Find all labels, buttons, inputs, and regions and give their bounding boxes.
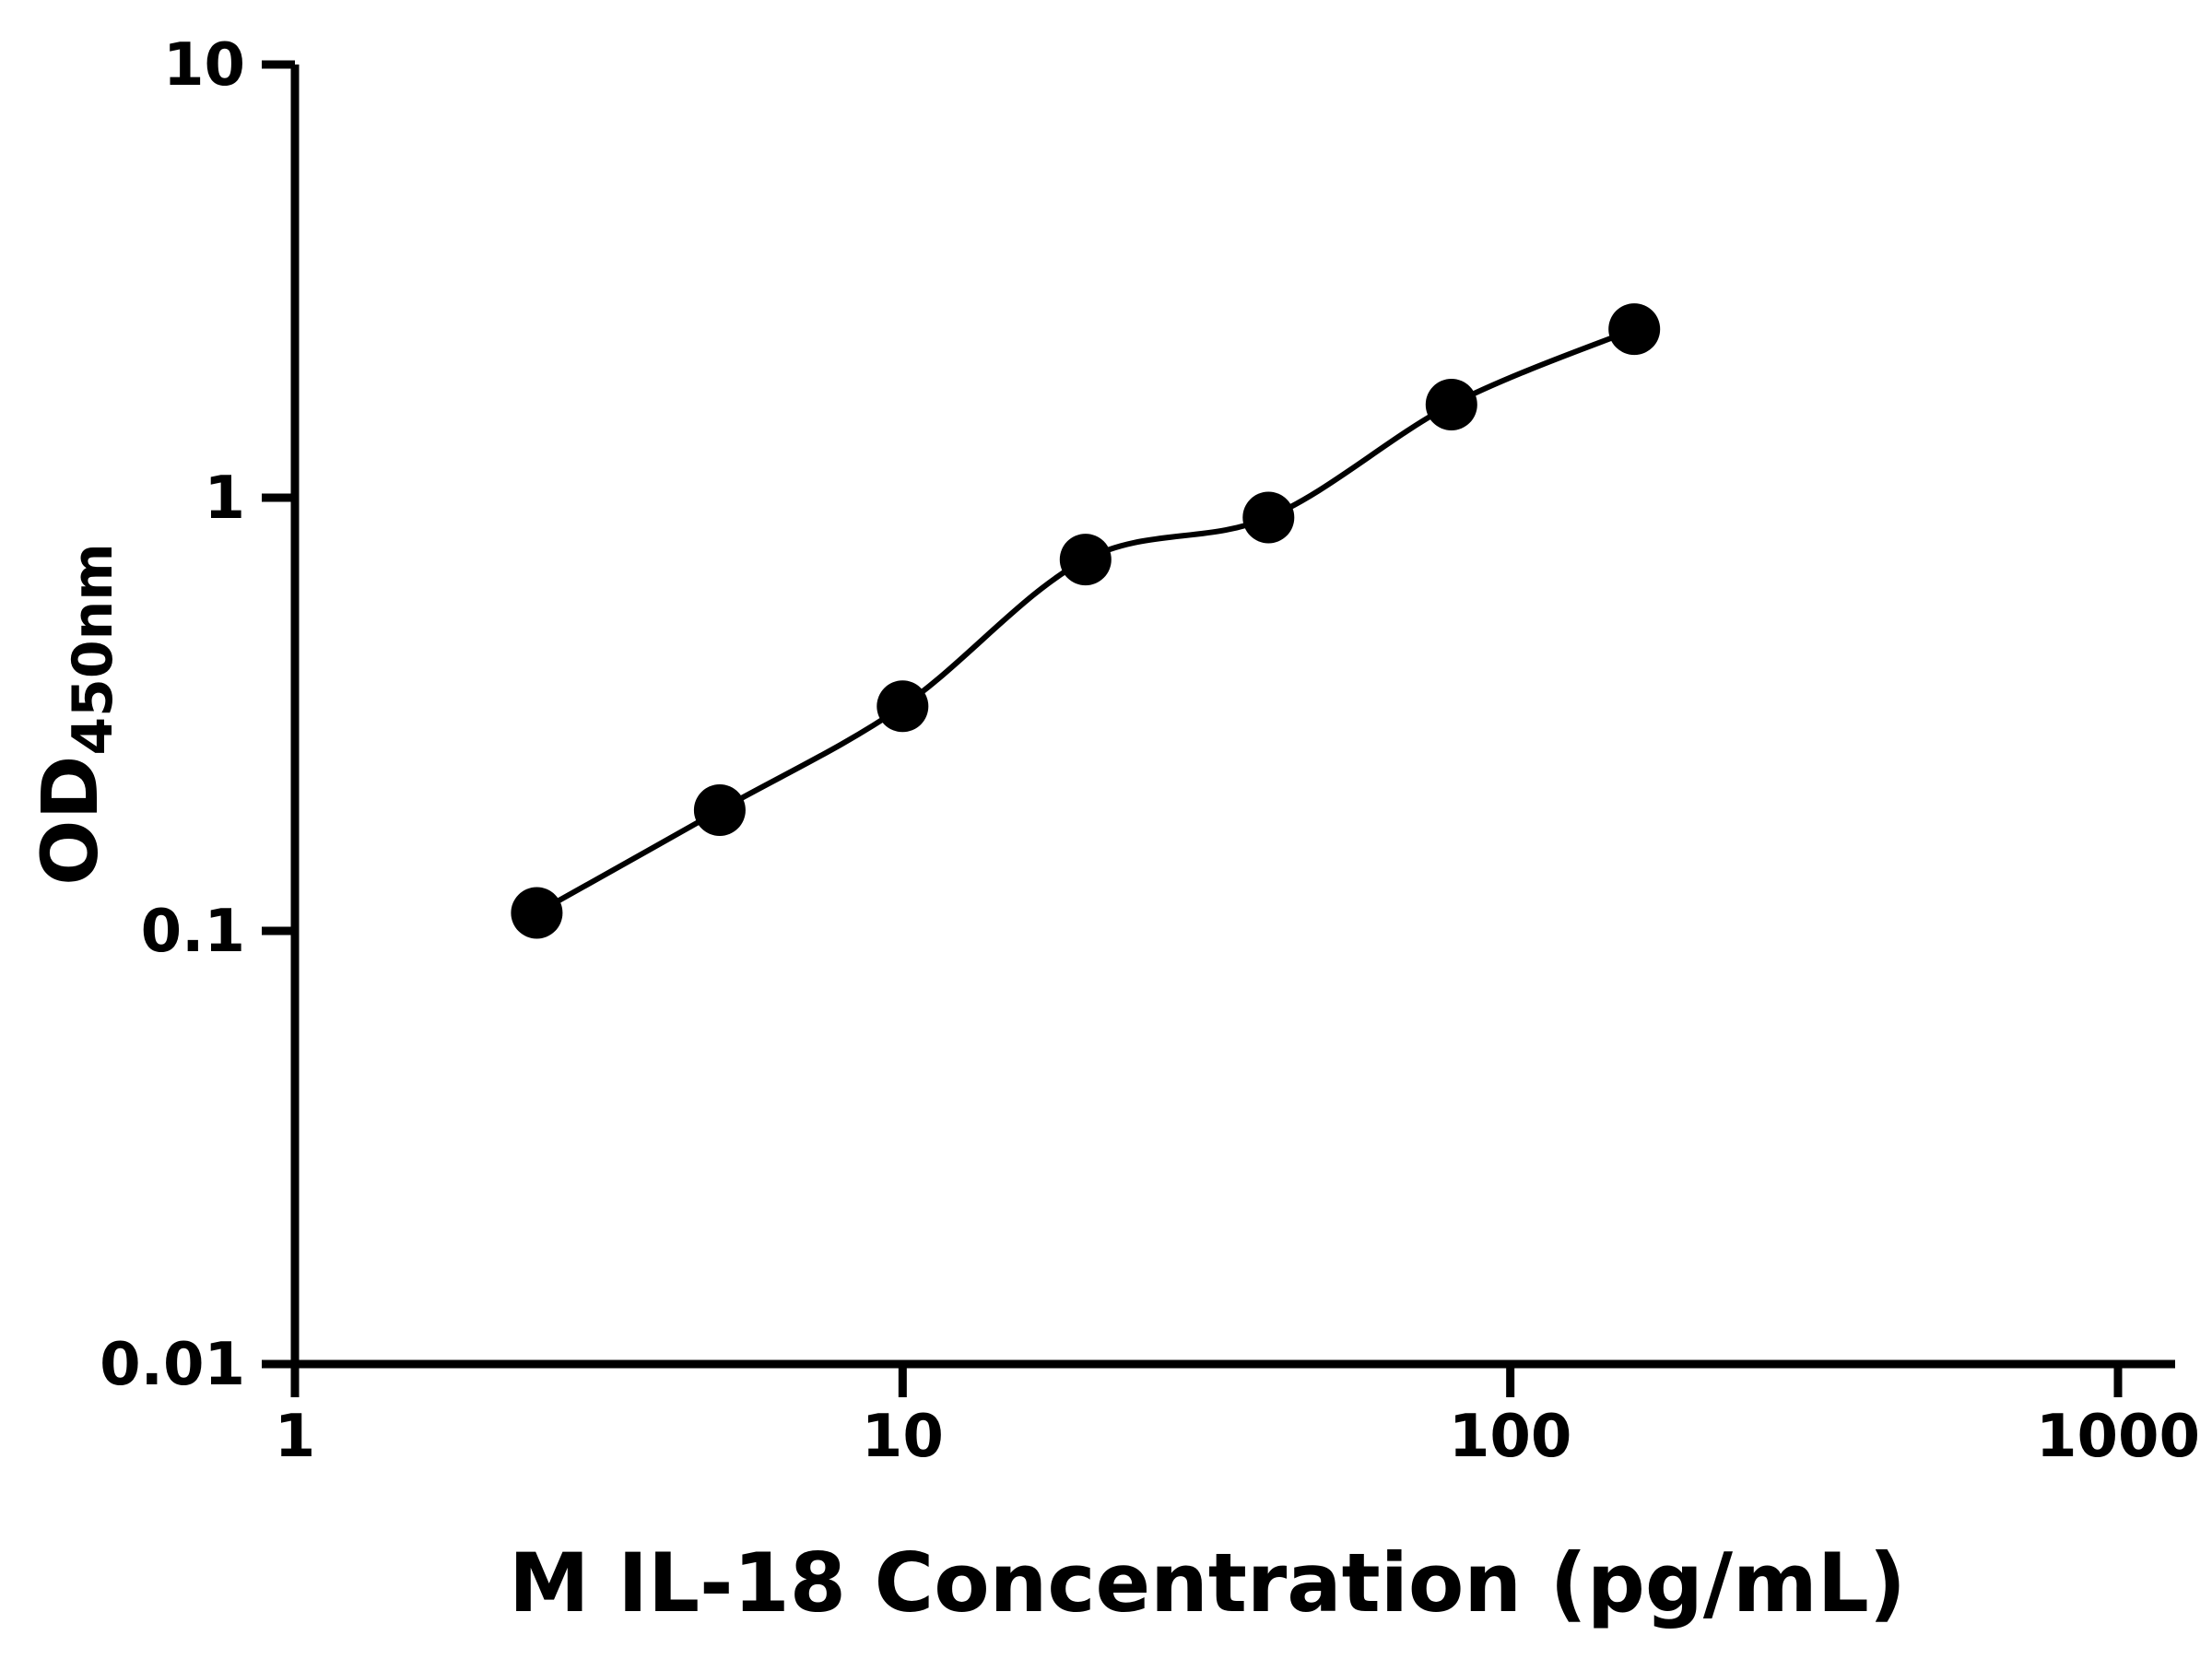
- data-point: [877, 680, 929, 733]
- x-tick-label: 1: [275, 1403, 316, 1471]
- x-axis-title: M IL-18 Concentration (pg/mL): [509, 1535, 1906, 1630]
- x-tick-label: 10: [862, 1403, 944, 1471]
- data-point: [693, 784, 746, 836]
- y-axis-title-subscript: 450nm: [61, 543, 125, 755]
- data-point: [1242, 491, 1295, 544]
- y-tick-label: 10: [163, 31, 245, 100]
- data-point: [511, 887, 563, 939]
- axes-layer: 1 10 100 1000 10 1 0.1 0.01: [100, 31, 2200, 1471]
- y-tick-label: 0.01: [100, 1331, 245, 1399]
- y-tick-label: 0.1: [141, 898, 245, 966]
- y-axis-title-main: OD: [25, 756, 115, 886]
- y-axis-title: OD450nm: [25, 543, 125, 886]
- x-tick-label: 1000: [2036, 1403, 2200, 1471]
- data-point: [1425, 379, 1477, 430]
- series-layer: [511, 303, 1661, 939]
- data-point: [1059, 534, 1112, 586]
- y-tick-label: 1: [204, 465, 245, 533]
- x-tick-label: 100: [1449, 1403, 1572, 1471]
- data-point: [1608, 303, 1661, 356]
